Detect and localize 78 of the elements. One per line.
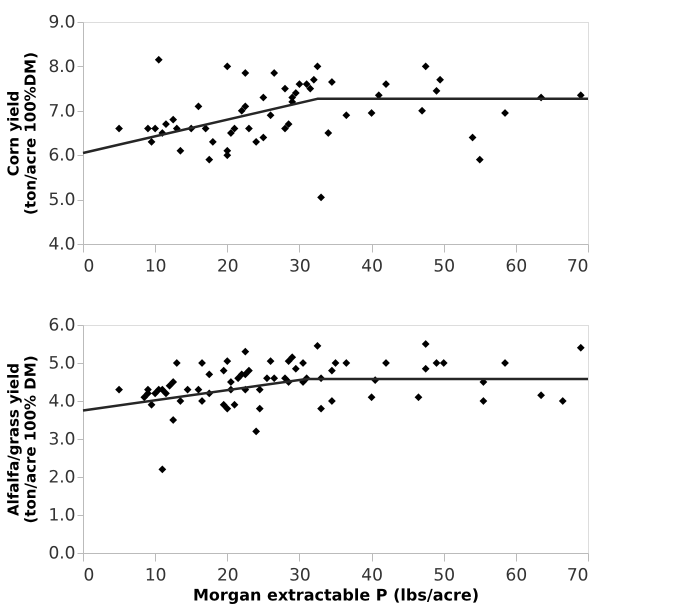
point: [245, 124, 253, 132]
x-tick-label: 60: [506, 256, 528, 276]
x-tick-label: 70: [566, 256, 588, 276]
point: [230, 124, 238, 132]
point: [227, 129, 235, 137]
x-tick-label: 40: [361, 566, 383, 586]
point: [259, 134, 268, 142]
point: [368, 109, 376, 117]
x-tick-label: 50: [433, 256, 456, 276]
y-tick-label: 2.0: [48, 468, 76, 488]
point: [176, 146, 184, 155]
point: [223, 62, 232, 70]
x-tick-label: 10: [144, 256, 166, 276]
point: [270, 69, 278, 77]
point: [202, 124, 210, 132]
x-tick-label: 60: [506, 566, 528, 586]
point: [306, 84, 314, 92]
point: [476, 156, 484, 164]
point: [162, 120, 170, 128]
point: [205, 156, 214, 164]
point: [317, 194, 325, 202]
point: [266, 111, 274, 120]
x-tick-label: 50: [433, 566, 456, 586]
point: [501, 109, 509, 117]
point: [324, 129, 332, 137]
point: [284, 120, 292, 128]
y-tick-label: 7.0: [48, 101, 76, 122]
y-tick-label: 1.0: [48, 506, 76, 526]
point: [208, 138, 217, 146]
point: [310, 76, 318, 84]
y-tick-label: 4.0: [48, 234, 76, 254]
y-tick-label: 5.0: [48, 190, 76, 210]
x-tick-label: 0: [84, 566, 94, 586]
point: [314, 62, 322, 70]
x-tick-label: 10: [144, 566, 166, 586]
y-tick-label: 9.0: [48, 12, 76, 32]
point: [154, 56, 163, 64]
point: [259, 94, 268, 102]
point: [241, 69, 250, 77]
y-tick-label: 8.0: [48, 56, 76, 77]
point: [194, 102, 202, 110]
x-axis-title: Morgan extractable P (lbs/acre): [192, 586, 480, 604]
x-tick-label: 40: [361, 256, 383, 276]
y-axis-title: Corn yield (ton/acre 100%DM): [4, 52, 40, 215]
point: [144, 124, 152, 132]
x-tick-label: 30: [289, 256, 311, 276]
point: [241, 102, 250, 110]
point: [328, 78, 336, 86]
point: [468, 134, 476, 142]
y-axis-title: Alfalfa/grass yield (ton/acre 100% DM): [4, 355, 40, 524]
point: [418, 106, 426, 115]
x-tick-label: 70: [566, 566, 588, 586]
y-tick-label: 6.0: [48, 146, 76, 166]
point: [422, 62, 430, 70]
x-tick-label: 0: [84, 256, 94, 276]
x-tick-label: 20: [216, 256, 239, 276]
y-tick-label: 3.0: [48, 430, 76, 450]
point: [281, 124, 289, 132]
point: [432, 86, 440, 95]
point: [238, 106, 246, 115]
x-tick-label: 20: [216, 566, 239, 586]
point: [252, 138, 260, 146]
y-tick-label: 6.0: [48, 316, 76, 336]
point: [148, 138, 156, 146]
point: [302, 80, 311, 88]
point: [296, 80, 304, 88]
y-tick-label: 4.0: [48, 392, 76, 412]
point: [342, 111, 350, 120]
point: [281, 84, 289, 92]
x-tick-label: 30: [289, 566, 311, 586]
point: [169, 116, 178, 124]
y-tick-label: 0.0: [48, 544, 76, 564]
y-tick-label: 5.0: [48, 354, 76, 374]
point: [292, 89, 300, 97]
point: [436, 76, 444, 84]
point: [151, 124, 160, 132]
point: [382, 80, 390, 88]
point: [115, 124, 123, 132]
